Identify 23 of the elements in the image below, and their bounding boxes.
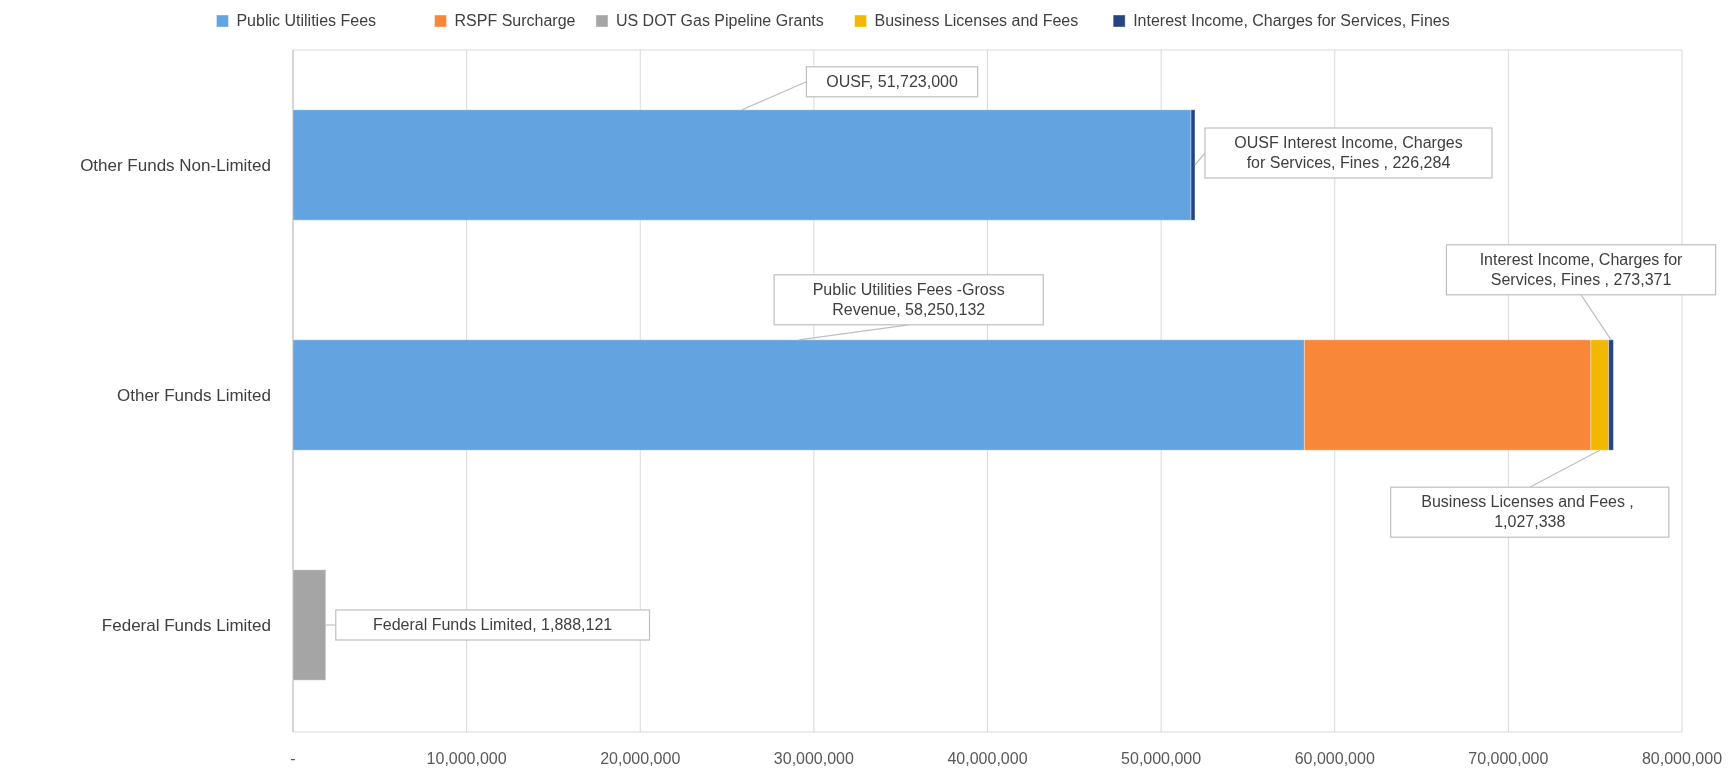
x-tick-label: 20,000,000 — [600, 750, 681, 767]
x-tick-label: - — [290, 750, 296, 767]
x-tick-label: 40,000,000 — [947, 750, 1028, 767]
x-tick-label: 80,000,000 — [1641, 750, 1723, 767]
y-tick-label: Other Funds Non-Limited — [80, 156, 271, 175]
data-label: OUSF Interest Income, Charges for Services, Fines , 226,284 — [1234, 134, 1463, 171]
legend-label: US DOT Gas Pipeline Grants — [615, 12, 824, 29]
x-tick-label: 10,000,000 — [426, 750, 507, 767]
x-tick-label: 70,000,000 — [1468, 750, 1549, 767]
y-tick-label: Other Funds Limited — [116, 386, 271, 405]
legend-label: Public Utilities Fees — [236, 12, 377, 29]
x-tick-label: 60,000,000 — [1294, 750, 1375, 767]
data-label: Interest Income, Charges for Services, Fines , 273,371 — [1479, 250, 1684, 288]
data-label: Business Licenses and Fees , 1,027,338 — [1421, 493, 1639, 531]
legend-label: Interest Income, Charges for Services, Fines — [1133, 12, 1450, 29]
y-tick-label: Federal Funds Limited — [101, 616, 271, 635]
data-label: Federal Funds Limited, 1,888,121 — [373, 616, 613, 633]
data-label: Public Utilities Fees -Gross Revenue, 58,250,132 — [812, 280, 1005, 318]
x-tick-label: 30,000,000 — [773, 750, 855, 767]
legend-label: Business Licenses and Fees — [874, 12, 1079, 29]
x-tick-label: 50,000,000 — [1121, 750, 1202, 767]
legend-label: RSPF Surcharge — [454, 12, 576, 29]
data-label: OUSF, 51,723,000 — [826, 72, 958, 90]
